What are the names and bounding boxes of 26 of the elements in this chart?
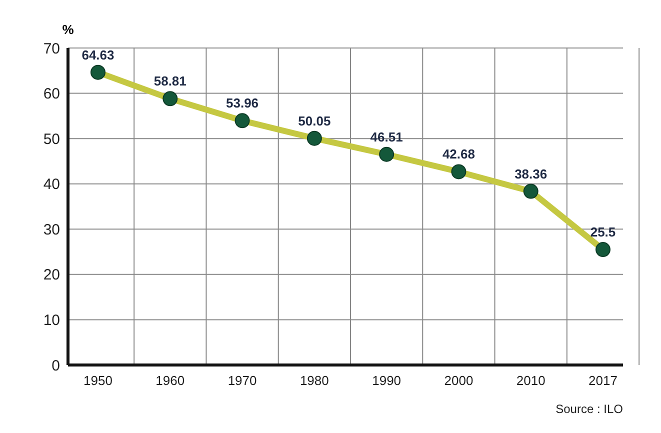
x-tick-label: 2017 <box>588 373 618 388</box>
x-tick-label: 1950 <box>84 373 112 388</box>
data-label: 53.96 <box>226 96 259 111</box>
x-tick-label: 2010 <box>516 373 546 388</box>
data-label: 25.5 <box>590 224 616 240</box>
data-label: 46.51 <box>370 129 403 144</box>
y-tick-label: 60 <box>43 86 60 103</box>
data-label: 58.81 <box>154 74 186 89</box>
y-tick-label: 70 <box>43 40 60 58</box>
y-tick-label: 30 <box>43 221 60 238</box>
y-tick-label: 40 <box>43 176 60 194</box>
x-tick-label: 1980 <box>300 373 329 388</box>
source-note: Source : ILO <box>556 402 623 416</box>
x-tick-label: 2000 <box>444 373 474 388</box>
y-axis-title: % <box>62 22 74 37</box>
data-label: 38.36 <box>514 166 548 182</box>
y-tick-label: 20 <box>43 266 60 284</box>
x-tick-label: 1960 <box>156 373 185 388</box>
y-tick-label: 50 <box>43 130 60 148</box>
data-label: 64.63 <box>82 47 114 62</box>
y-tick-label: 10 <box>43 312 60 329</box>
y-tick-label: 0 <box>52 357 60 374</box>
x-tick-label: 1970 <box>228 373 257 388</box>
x-tick-label: 1990 <box>372 373 402 388</box>
data-label: 42.68 <box>442 146 475 162</box>
data-label: 50.05 <box>298 113 331 128</box>
